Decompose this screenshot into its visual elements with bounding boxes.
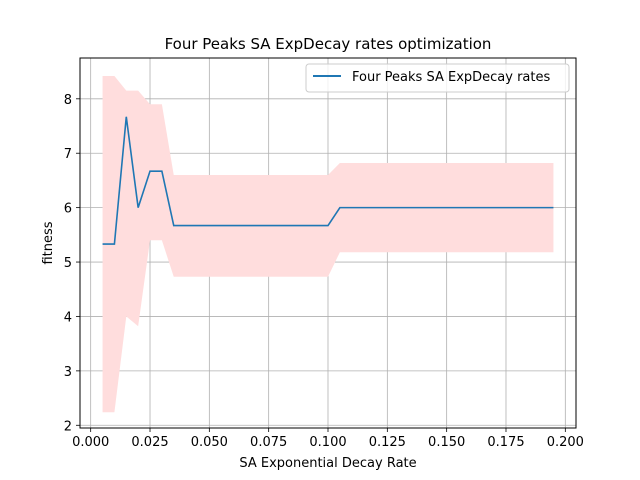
- x-tick-label: 0.100: [309, 435, 346, 450]
- legend-box: [305, 63, 570, 93]
- y-tick-label: 8: [64, 93, 72, 108]
- x-tick-label: 0.000: [72, 435, 109, 450]
- confidence-band: [102, 75, 554, 413]
- chart-title: Four Peaks SA ExpDecay rates optimizatio…: [165, 35, 492, 53]
- y-tick-label: 6: [64, 202, 72, 217]
- y-tick-label: 7: [64, 147, 72, 162]
- x-tick-label: 0.050: [191, 435, 228, 450]
- confidence-band-layer: [102, 75, 554, 413]
- y-axis-label: fitness: [41, 221, 56, 264]
- x-tick-label: 0.200: [547, 435, 584, 450]
- y-tick-label: 4: [64, 310, 72, 325]
- series-line: [102, 116, 554, 245]
- y-tick-label: 3: [64, 365, 72, 380]
- x-tick-label: 0.075: [250, 435, 287, 450]
- x-axis: 0.000 0.025 0.050 0.075 0.100 0.125 0.150 0.175…: [72, 428, 584, 450]
- y-axis: 2 3 4 5 6 7 8: [64, 93, 80, 434]
- legend-label: Four Peaks SA ExpDecay rates: [352, 70, 550, 85]
- y-tick-label: 2: [64, 419, 72, 434]
- legend: Four Peaks SA ExpDecay rates: [305, 63, 570, 93]
- x-tick-label: 0.150: [428, 435, 465, 450]
- x-tick-label: 0.175: [487, 435, 524, 450]
- x-axis-label: SA Exponential Decay Rate: [239, 456, 416, 471]
- x-tick-label: 0.125: [369, 435, 406, 450]
- x-tick-label: 0.025: [131, 435, 168, 450]
- series-line-layer: [102, 116, 554, 245]
- y-tick-label: 5: [64, 256, 72, 271]
